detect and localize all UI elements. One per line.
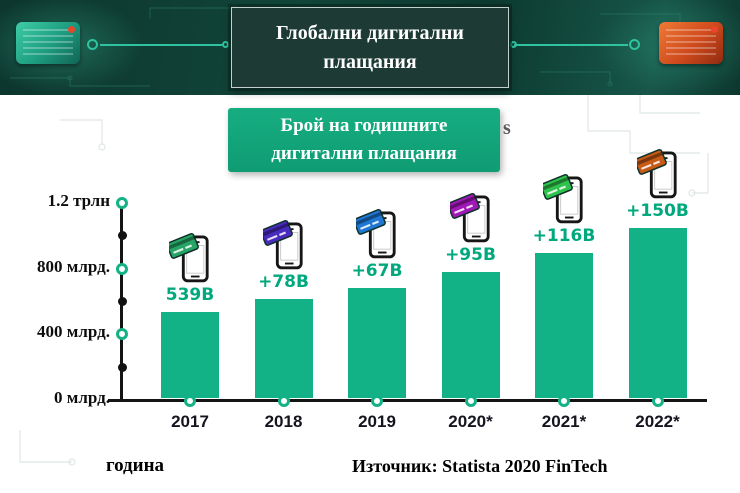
bar-base-marker [184, 394, 196, 407]
y-axis-dot [117, 362, 127, 372]
y-axis-dot [117, 297, 127, 306]
bar-base-marker [277, 394, 290, 407]
y-axis-tick-marker [115, 262, 128, 275]
connector-node-icon [222, 41, 229, 48]
bar-value-label: +150B [626, 201, 689, 222]
bar-base-marker [464, 394, 477, 407]
smartphone-card-icon [446, 188, 492, 244]
bar-base-marker [371, 394, 383, 407]
bar-value-label: +78B [258, 271, 309, 292]
connector-line-right [514, 44, 628, 46]
smartphone-card-icon [353, 204, 398, 260]
y-axis-tick-label: 800 млрд. [37, 256, 110, 276]
source-attribution: Източник: Statista 2020 FinTech [352, 456, 608, 476]
x-axis-year-label: 2019 [358, 412, 396, 431]
chart-title-line1: Брой на годишните [280, 114, 448, 136]
x-axis-year-label: 2020* [448, 412, 493, 431]
x-axis-year-label: 2022* [635, 412, 680, 431]
bar [441, 272, 500, 398]
smartphone-card-icon [540, 169, 585, 225]
x-axis-year-label: 2017 [171, 412, 209, 431]
bar-value-label: 539B [165, 284, 215, 305]
y-axis-dot [117, 231, 127, 241]
bar [161, 311, 219, 398]
top-banner: Глобални дигитални плащания [0, 0, 740, 95]
bar-value-label: +67B [351, 260, 403, 281]
bar-value-label: +116B [532, 226, 596, 247]
chart-title-line2: дигитални плащания [271, 143, 457, 164]
bar [348, 287, 406, 398]
connector-line-left [100, 44, 222, 46]
card-dot-icon [68, 26, 75, 33]
connector-node-icon [510, 41, 517, 48]
y-axis-tick-marker [115, 328, 128, 341]
bank-card-teal-icon [16, 22, 80, 64]
background-stray-letter: s [503, 117, 511, 139]
x-axis-line [108, 399, 707, 402]
x-axis-year-label: 2021* [541, 412, 587, 431]
chart-title: Брой на годишните дигитални плащания [228, 108, 500, 172]
x-axis-year-label: 2018 [264, 412, 303, 431]
smartphone-card-icon [633, 144, 679, 200]
bar-base-marker [651, 394, 664, 407]
card-dot-icon [711, 26, 718, 33]
bar [254, 298, 313, 398]
smartphone-card-icon [259, 215, 305, 271]
bar [535, 253, 593, 398]
connector-node-icon [629, 39, 640, 50]
smartphone-card-icon [166, 228, 211, 284]
y-axis-tick-label: 1.2 трлн [47, 191, 110, 210]
connector-node-icon [87, 39, 98, 50]
main-title-line2: плащания [323, 50, 417, 73]
y-axis-tick-label: 0 млрд. [54, 388, 110, 407]
x-axis-title: година [105, 455, 165, 476]
bank-card-orange-icon [659, 22, 723, 64]
bar [628, 228, 687, 398]
y-axis-tick-label: 400 млрд. [37, 322, 110, 342]
bar-base-marker [558, 394, 570, 407]
main-title-line1: Глобални дигитални [276, 21, 464, 44]
bar-value-label: +95B [445, 245, 496, 266]
main-title: Глобални дигитални плащания [231, 7, 509, 88]
y-axis-tick-marker [115, 197, 128, 209]
